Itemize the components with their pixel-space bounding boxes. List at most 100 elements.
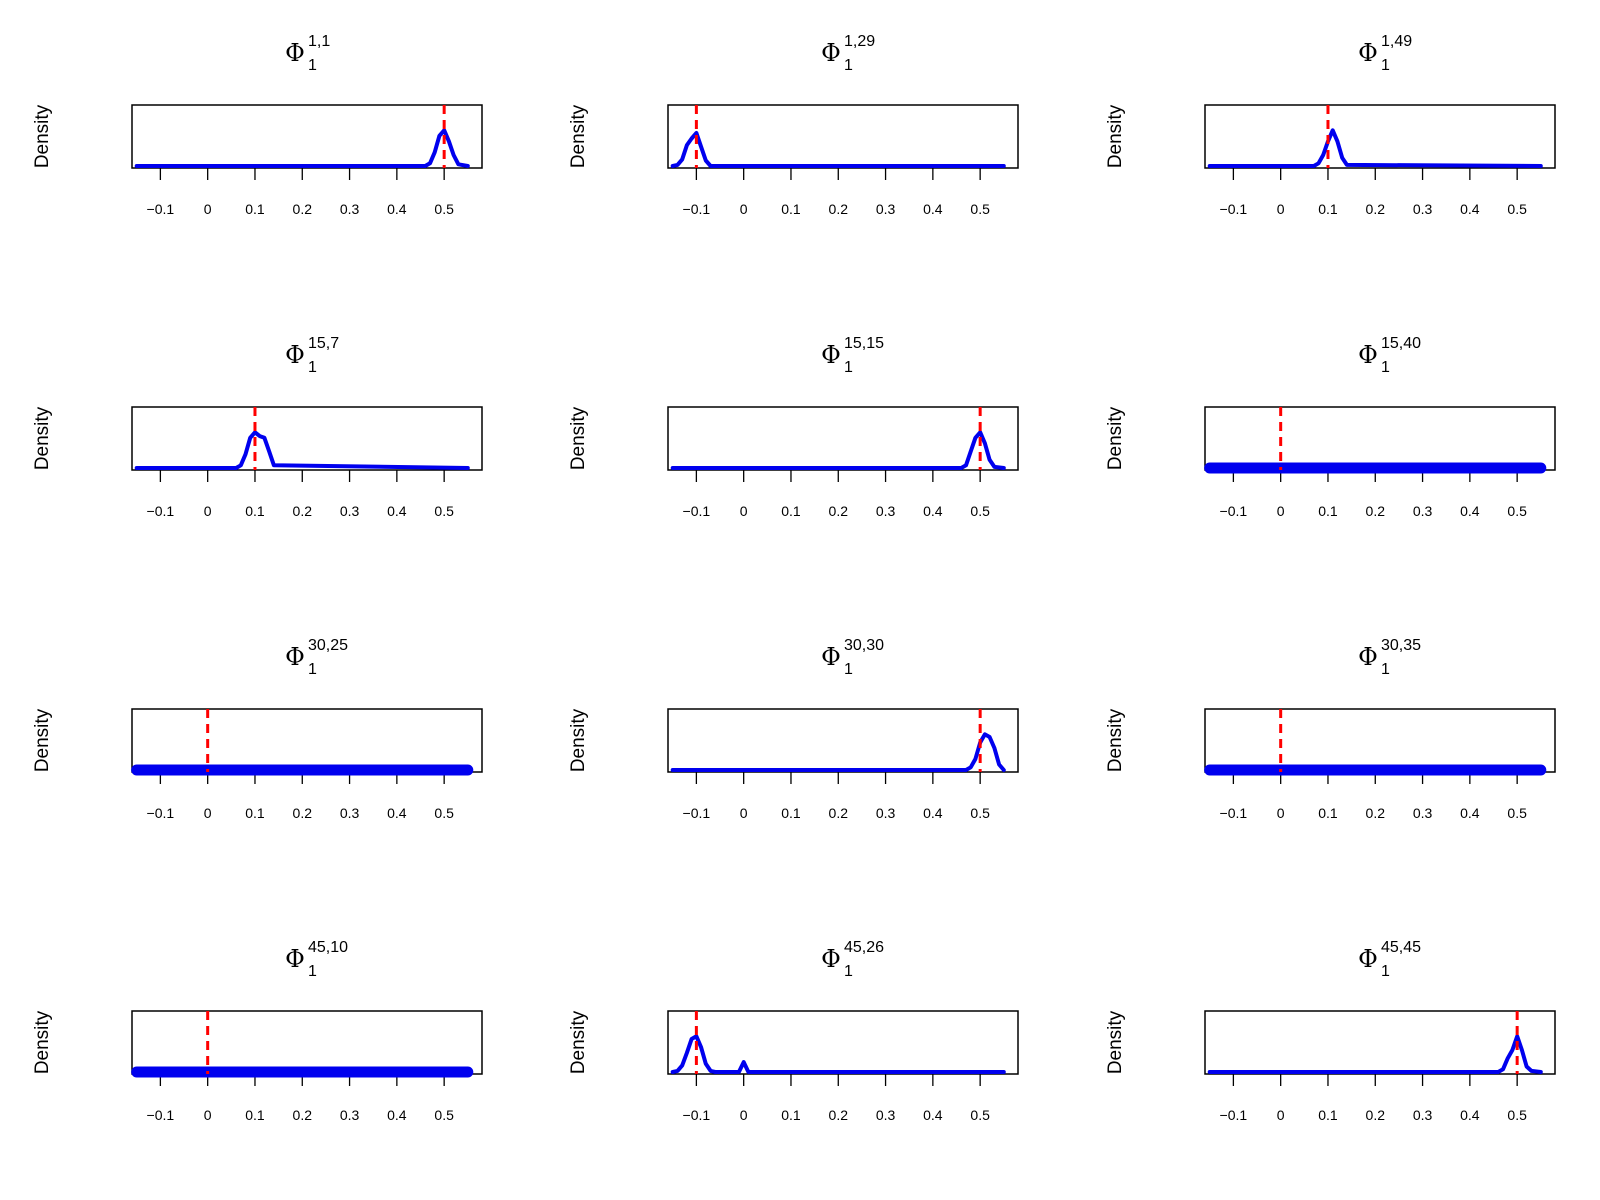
x-tick-label: 0.4 <box>1460 1107 1480 1123</box>
x-tick-label: 0.1 <box>245 503 265 519</box>
x-tick-label: 0.4 <box>387 805 407 821</box>
x-tick-label: 0.1 <box>781 503 801 519</box>
panel-title-subscript: 1 <box>1381 57 1390 74</box>
x-tick-label: 0 <box>1277 503 1285 519</box>
x-tick-label: 0 <box>740 805 748 821</box>
panel-title-subscript: 1 <box>1381 661 1390 678</box>
plot-frame <box>131 1010 483 1075</box>
panel-title-symbol: Φ <box>285 945 305 973</box>
y-axis-label: Density <box>568 1010 589 1074</box>
panel-title-symbol: Φ <box>821 39 841 67</box>
x-tick-label: 0.1 <box>1318 201 1338 217</box>
x-tick-label: 0.3 <box>1413 503 1433 519</box>
x-tick-label: 0.5 <box>1507 805 1527 821</box>
subplot-panel-1-49: Φ 1 1,49 Density −0.1 0 0.1 0.2 0.3 0.4 0.5 <box>1105 33 1556 217</box>
x-tick-label: 0.3 <box>876 201 896 217</box>
y-axis-label: Density <box>1105 708 1126 772</box>
plot-frame <box>1204 104 1556 169</box>
panel-title-symbol: Φ <box>821 341 841 369</box>
subplot-panel-30-25: Φ 1 30,25 Density −0.1 0 0.1 0.2 0.3 0.4 0.5 <box>32 637 483 821</box>
x-tick-label: −0.1 <box>147 503 175 519</box>
x-tick-label: −0.1 <box>147 201 175 217</box>
panel-title-symbol: Φ <box>285 341 305 369</box>
y-axis-label: Density <box>32 708 53 772</box>
subplot-panel-15-40: Φ 1 15,40 Density −0.1 0 0.1 0.2 0.3 0.4 0.5 <box>1105 335 1556 519</box>
panel-title-subscript: 1 <box>844 57 853 74</box>
y-axis-label: Density <box>1105 406 1126 470</box>
x-tick-label: 0.2 <box>293 1107 313 1123</box>
x-tick-label: −0.1 <box>1220 805 1248 821</box>
x-tick-label: 0 <box>740 503 748 519</box>
x-tick-label: 0.1 <box>245 805 265 821</box>
panel-title-superscript: 1,1 <box>308 33 330 50</box>
x-tick-label: −0.1 <box>683 805 711 821</box>
subplot-panel-30-30: Φ 1 30,30 Density −0.1 0 0.1 0.2 0.3 0.4 0.5 <box>568 637 1019 821</box>
x-tick-label: 0.4 <box>387 1107 407 1123</box>
x-tick-label: 0.2 <box>1366 805 1386 821</box>
x-tick-label: 0.4 <box>923 805 943 821</box>
density-curve <box>670 732 1006 772</box>
panel-title-superscript: 15,40 <box>1381 335 1421 352</box>
y-axis-label: Density <box>32 406 53 470</box>
x-tick-label: −0.1 <box>683 201 711 217</box>
panel-title-superscript: 1,49 <box>1381 33 1412 50</box>
panel-title-superscript: 1,29 <box>844 33 875 50</box>
plot-frame <box>131 104 483 169</box>
x-tick-label: 0.5 <box>434 503 454 519</box>
panel-title-superscript: 15,15 <box>844 335 884 352</box>
panel-title-subscript: 1 <box>308 963 317 980</box>
subplot-panel-1-1: Φ 1 1,1 Density −0.1 0 0.1 0.2 0.3 0.4 0.5 <box>32 33 483 217</box>
y-axis-label: Density <box>568 406 589 470</box>
x-tick-label: 0.2 <box>293 201 313 217</box>
plot-frame <box>1204 1010 1556 1075</box>
panel-title-symbol: Φ <box>821 643 841 671</box>
plot-frame <box>667 104 1019 169</box>
x-tick-label: 0 <box>1277 805 1285 821</box>
x-tick-label: 0.4 <box>923 503 943 519</box>
x-tick-label: 0.1 <box>781 201 801 217</box>
y-axis-label: Density <box>568 104 589 168</box>
x-tick-label: 0.3 <box>876 805 896 821</box>
x-tick-label: 0.2 <box>829 503 849 519</box>
subplot-panel-45-26: Φ 1 45,26 Density −0.1 0 0.1 0.2 0.3 0.4 0.5 <box>568 939 1019 1123</box>
panel-title-superscript: 30,30 <box>844 637 884 654</box>
x-tick-label: 0.2 <box>1366 1107 1386 1123</box>
x-tick-label: 0.4 <box>387 201 407 217</box>
x-tick-label: 0 <box>1277 1107 1285 1123</box>
x-tick-label: 0.3 <box>876 503 896 519</box>
x-tick-label: −0.1 <box>147 1107 175 1123</box>
subplot-panel-45-10: Φ 1 45,10 Density −0.1 0 0.1 0.2 0.3 0.4 0.5 <box>32 939 483 1123</box>
x-tick-label: 0.3 <box>340 1107 360 1123</box>
x-tick-label: 0.2 <box>829 1107 849 1123</box>
plot-frame <box>1204 708 1556 773</box>
density-curve <box>670 430 1006 470</box>
density-curve <box>1207 128 1543 168</box>
x-tick-label: 0.1 <box>781 805 801 821</box>
x-tick-label: 0.2 <box>829 201 849 217</box>
x-tick-label: 0.4 <box>1460 503 1480 519</box>
x-tick-label: −0.1 <box>1220 503 1248 519</box>
x-tick-label: −0.1 <box>683 1107 711 1123</box>
x-tick-label: 0.5 <box>434 201 454 217</box>
panel-title-symbol: Φ <box>1358 39 1378 67</box>
x-tick-label: 0.4 <box>1460 201 1480 217</box>
density-curve <box>1207 1034 1543 1074</box>
subplot-panel-15-15: Φ 1 15,15 Density −0.1 0 0.1 0.2 0.3 0.4 0.5 <box>568 335 1019 519</box>
density-curve <box>134 430 470 470</box>
x-tick-label: 0.1 <box>245 1107 265 1123</box>
panel-title-symbol: Φ <box>821 945 841 973</box>
x-tick-label: 0.5 <box>970 503 990 519</box>
subplot-panel-30-35: Φ 1 30,35 Density −0.1 0 0.1 0.2 0.3 0.4 0.5 <box>1105 637 1556 821</box>
x-tick-label: 0.5 <box>434 805 454 821</box>
panel-title-superscript: 30,35 <box>1381 637 1421 654</box>
plot-frame <box>131 406 483 471</box>
panel-title-symbol: Φ <box>1358 643 1378 671</box>
x-tick-label: 0.5 <box>970 1107 990 1123</box>
density-curve <box>670 131 1006 168</box>
x-tick-label: 0.4 <box>1460 805 1480 821</box>
panel-title-superscript: 45,10 <box>308 939 348 956</box>
plot-frame <box>667 1010 1019 1075</box>
x-tick-label: 0.1 <box>1318 805 1338 821</box>
x-tick-label: 0 <box>204 1107 212 1123</box>
